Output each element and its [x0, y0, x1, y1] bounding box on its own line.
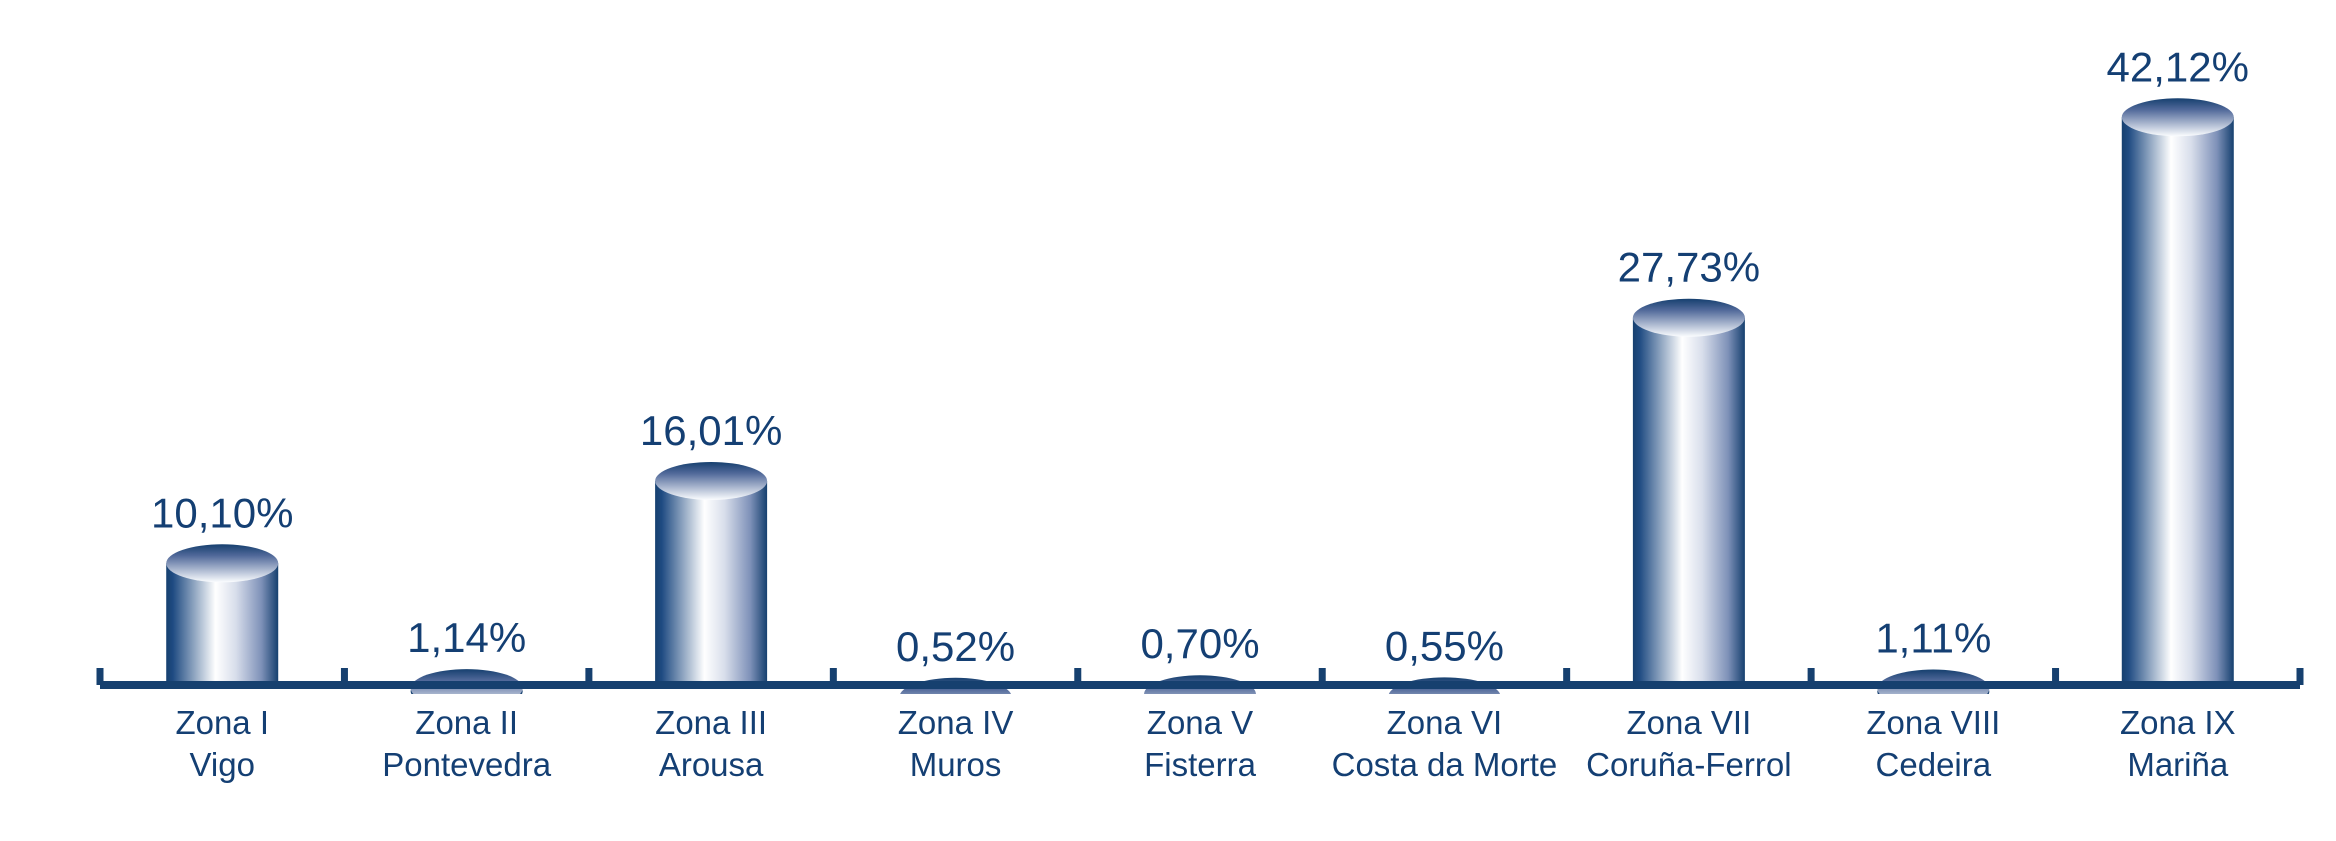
- category-label-5-line1: Zona V: [1147, 704, 1253, 741]
- value-label-1: 10,10%: [151, 489, 293, 536]
- bars-group: [166, 98, 2234, 694]
- category-label-7-line2: Coruña-Ferrol: [1586, 746, 1791, 783]
- category-label-8-line2: Cedeira: [1876, 746, 1992, 783]
- value-label-6: 0,55%: [1385, 622, 1504, 669]
- bar-top-ellipse: [1632, 298, 1745, 337]
- bar-body: [166, 563, 279, 689]
- value-label-7: 27,73%: [1618, 244, 1760, 291]
- x-axis-line: [100, 681, 2300, 689]
- category-label-6-line1: Zona VI: [1387, 704, 1503, 741]
- category-label-4-line1: Zona IV: [898, 704, 1014, 741]
- x-axis-tick: [1807, 668, 1815, 685]
- category-label-3-line1: Zona III: [655, 704, 767, 741]
- category-label-1-line2: Vigo: [189, 746, 254, 783]
- x-axis-tick: [585, 668, 593, 685]
- category-label-1-line1: Zona I: [175, 704, 269, 741]
- value-label-4: 0,52%: [896, 623, 1015, 670]
- bar-cylinder-3: [655, 461, 768, 689]
- value-label-8: 1,11%: [1875, 615, 1991, 662]
- x-axis-tick: [1563, 668, 1571, 685]
- bar-cylinder-7: [1632, 298, 1745, 689]
- x-axis-tick: [2296, 668, 2304, 685]
- x-axis-tick: [2052, 668, 2060, 685]
- bar-top-ellipse: [166, 544, 279, 583]
- category-label-9-line1: Zona IX: [2120, 704, 2236, 741]
- bar-cylinder-9: [2121, 98, 2234, 689]
- category-label-2-line1: Zona II: [415, 704, 518, 741]
- value-label-5: 0,70%: [1140, 620, 1259, 667]
- x-axis-tick: [1074, 668, 1082, 685]
- bar-body: [1632, 317, 1745, 689]
- category-label-7-line1: Zona VII: [1627, 704, 1752, 741]
- x-axis-tick: [829, 668, 837, 685]
- category-label-2-line2: Pontevedra: [382, 746, 551, 783]
- bar-body: [2121, 117, 2234, 689]
- x-axis-tick: [340, 668, 348, 685]
- value-label-3: 16,01%: [640, 407, 782, 454]
- bar-cylinder-1: [166, 544, 279, 689]
- bar-body: [655, 480, 768, 689]
- bar-top-ellipse: [2121, 98, 2234, 137]
- category-label-4-line2: Muros: [910, 746, 1002, 783]
- x-axis-tick: [96, 668, 104, 685]
- category-label-8-line1: Zona VIII: [1866, 704, 2000, 741]
- x-axis-tick: [1318, 668, 1326, 685]
- value-label-9: 42,12%: [2107, 43, 2249, 90]
- bar-top-ellipse: [655, 461, 768, 500]
- category-label-6-line2: Costa da Morte: [1332, 746, 1558, 783]
- category-label-3-line2: Arousa: [659, 746, 764, 783]
- category-label-5-line2: Fisterra: [1144, 746, 1256, 783]
- category-label-9-line2: Mariña: [2127, 746, 2229, 783]
- value-label-2: 1,14%: [407, 614, 526, 661]
